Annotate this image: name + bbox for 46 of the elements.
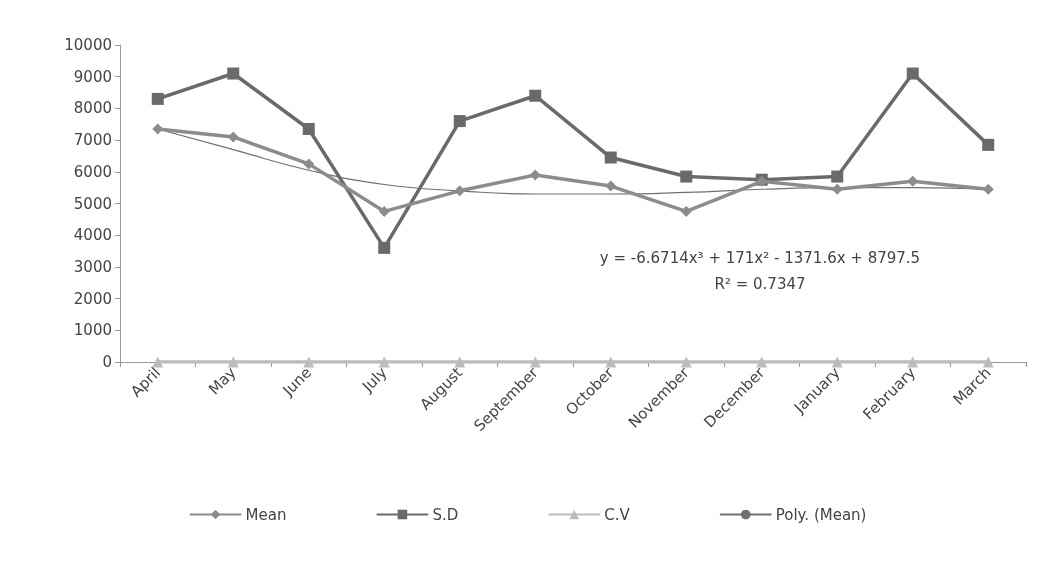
point [378,205,390,217]
point [453,115,466,128]
legend-label: C.V [604,505,631,524]
point [454,356,466,368]
annotation: R² = 0.7347 [714,274,806,293]
y-tick-label: 1000 [73,321,112,340]
annotation: y = -6.6714x³ + 171x² - 1371.6x + 8797.5 [599,248,921,267]
point [982,138,995,151]
legend-label: Poly. (Mean) [775,505,867,524]
point [529,169,541,181]
y-tick-label: 5000 [73,194,112,213]
point [151,92,164,105]
point [303,356,315,368]
y-tick-label: 3000 [73,257,112,276]
point [529,89,542,102]
point [529,356,541,368]
y-tick-label: 0 [102,353,112,371]
point [680,170,693,183]
point [907,356,919,368]
point [756,356,768,368]
y-tick-label: 4000 [73,226,112,245]
point [831,170,844,183]
y-tick-label: 6000 [73,162,112,181]
point [982,356,994,368]
point [302,123,315,136]
y-tick-label: 8000 [73,99,112,118]
legend-label: S.D [432,505,459,524]
point [303,158,315,170]
point [378,241,391,254]
point [227,67,240,80]
y-tick-label: 9000 [73,67,112,86]
point [982,183,994,195]
point [227,356,239,368]
point [605,356,617,368]
y-tick-label: 2000 [73,289,112,308]
legend-label: Mean [245,505,287,524]
point [605,180,617,192]
point [831,183,843,195]
point [378,356,390,368]
point [831,356,843,368]
point [604,151,617,164]
point [906,67,919,80]
point [680,356,692,368]
y-tick-label: 10000 [64,36,112,54]
y-tick-label: 7000 [73,131,112,150]
point [680,205,692,217]
